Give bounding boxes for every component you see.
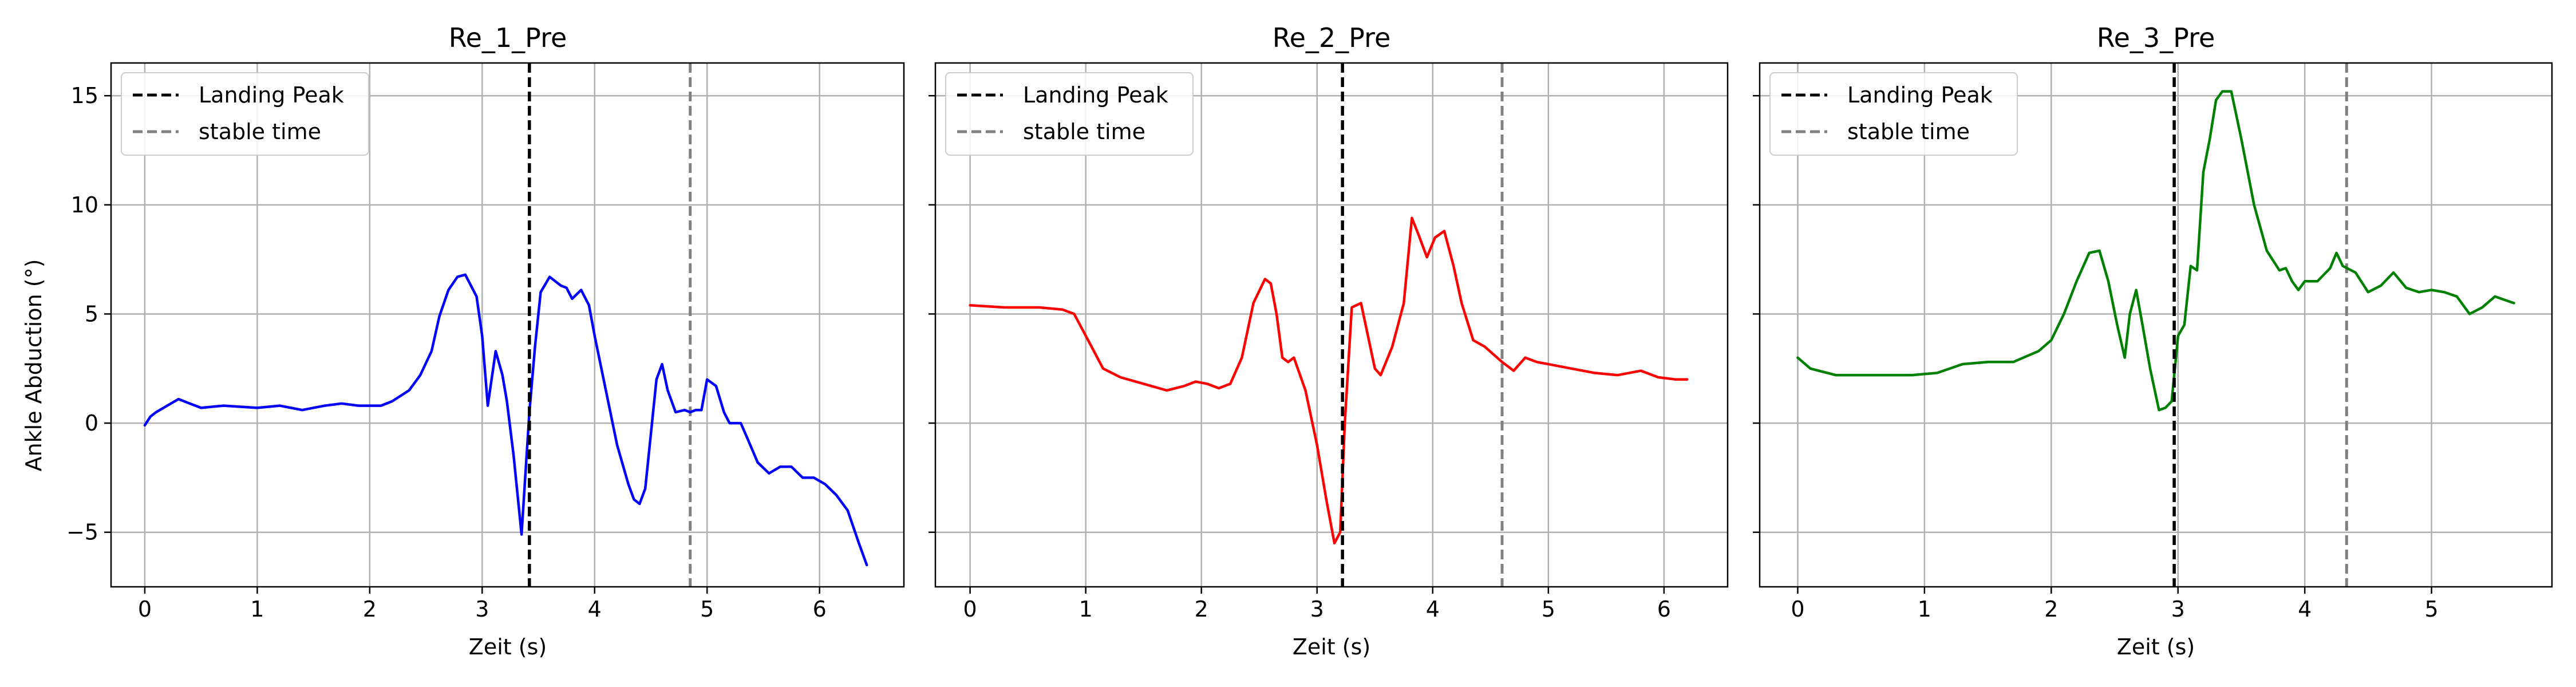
x-tick-label: 4 bbox=[2298, 597, 2312, 622]
x-tick-label: 2 bbox=[2044, 597, 2058, 622]
series-line bbox=[1796, 90, 2515, 412]
x-tick-label: 4 bbox=[588, 597, 602, 622]
x-tick-label: 5 bbox=[700, 597, 714, 622]
axis-ticks: 0 1 2 3 4 5 6 −5 0 5 10 15 bbox=[66, 83, 827, 622]
subplot-title: Re_3_Pre bbox=[2097, 22, 2215, 53]
data-series bbox=[969, 63, 1689, 587]
subplot-re-1-pre: Re_1_Pre 0 1 2 3 4 5 6 −5 0 5 10 15 Zeit (s) Landin… bbox=[66, 22, 905, 660]
x-axis-label: Zeit (s) bbox=[1293, 634, 1370, 660]
series-line bbox=[143, 273, 868, 567]
legend-landing-peak-label: Landing Peak bbox=[1847, 82, 1993, 108]
legend-box bbox=[121, 72, 369, 156]
subplot-re-2-pre: Re_2_Pre 0 1 2 3 4 5 6 Zeit (s) Landing Peak s… bbox=[929, 22, 1729, 660]
axis-ticks: 0 1 2 3 4 5 bbox=[1753, 94, 2439, 622]
legend-stable-time-label: stable time bbox=[1847, 119, 1970, 144]
x-tick-label: 2 bbox=[363, 597, 377, 622]
x-tick-label: 1 bbox=[250, 597, 264, 622]
plot-frame bbox=[934, 62, 1729, 588]
plot-frame bbox=[110, 62, 905, 588]
legend-box bbox=[1769, 72, 2018, 156]
series-line bbox=[969, 216, 1689, 545]
grid bbox=[111, 63, 904, 587]
legend-stable-time-label: stable time bbox=[199, 119, 321, 144]
x-tick-label: 6 bbox=[813, 597, 827, 622]
legend-box bbox=[945, 72, 1194, 156]
x-tick-label: 6 bbox=[1657, 597, 1671, 622]
legend-landing-peak-label: Landing Peak bbox=[1023, 82, 1168, 108]
legend-stable-time-label: stable time bbox=[1023, 119, 1145, 144]
subplot-title: Re_2_Pre bbox=[1273, 22, 1391, 53]
x-tick-label: 5 bbox=[2425, 597, 2439, 622]
x-tick-label: 1 bbox=[1079, 597, 1093, 622]
x-tick-label: 1 bbox=[1918, 597, 1931, 622]
plot-frame bbox=[1759, 62, 2553, 588]
y-tick-label: 10 bbox=[71, 192, 98, 218]
x-axis-label: Zeit (s) bbox=[469, 634, 547, 660]
x-tick-label: 0 bbox=[138, 597, 152, 622]
x-tick-label: 4 bbox=[1426, 597, 1440, 622]
x-tick-label: 0 bbox=[963, 597, 977, 622]
subplot-re-3-pre: Re_3_Pre 0 1 2 3 4 5 Zeit (s) Landing Peak st… bbox=[1753, 22, 2553, 660]
legend: Landing Peak stable time bbox=[1769, 72, 2018, 156]
x-tick-label: 3 bbox=[2171, 597, 2185, 622]
subplot-title: Re_1_Pre bbox=[449, 22, 567, 53]
x-axis-label: Zeit (s) bbox=[2117, 634, 2195, 660]
x-tick-label: 3 bbox=[475, 597, 489, 622]
legend-landing-peak-label: Landing Peak bbox=[199, 82, 344, 108]
axis-ticks: 0 1 2 3 4 5 6 bbox=[929, 94, 1671, 622]
x-tick-label: 5 bbox=[1542, 597, 1555, 622]
y-tick-label: 0 bbox=[85, 410, 98, 436]
y-tick-label: 15 bbox=[71, 83, 98, 108]
y-axis-label: Ankle Abduction (°) bbox=[21, 259, 46, 472]
data-series bbox=[1796, 63, 2515, 587]
legend: Landing Peak stable time bbox=[121, 72, 369, 156]
data-series bbox=[143, 63, 868, 587]
y-tick-label: −5 bbox=[66, 520, 98, 545]
x-tick-label: 3 bbox=[1310, 597, 1324, 622]
y-tick-label: 5 bbox=[85, 301, 98, 326]
x-tick-label: 0 bbox=[1791, 597, 1804, 622]
x-tick-label: 2 bbox=[1195, 597, 1208, 622]
legend: Landing Peak stable time bbox=[945, 72, 1194, 156]
